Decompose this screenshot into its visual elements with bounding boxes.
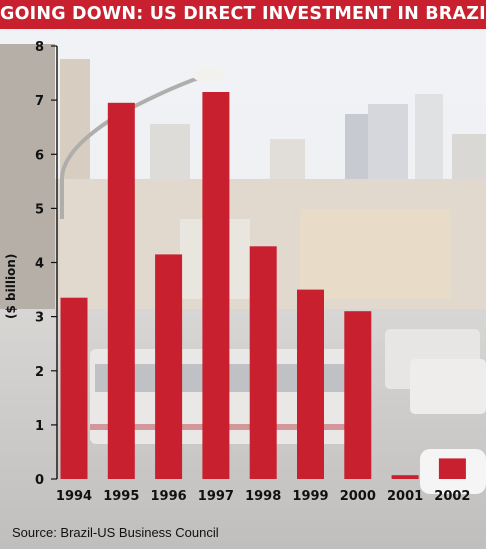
x-tick-label-1996: 1996 [151,489,187,504]
bar-1999 [297,289,324,479]
y-tick-label-8: 8 [35,40,44,55]
bar-1994 [60,297,88,479]
bar-2000 [344,311,372,479]
x-tick-labels: 1994 1995 1996 1997 1998 1999 2000 2001 2002 [56,489,471,504]
y-tick-labels: 0 1 2 3 4 5 6 7 8 [35,40,57,488]
y-tick-label-7: 7 [35,94,44,109]
y-tick-label-4: 4 [35,257,44,272]
bar-1995 [107,102,135,480]
y-tick-label-1: 1 [35,419,44,434]
y-tick-label-3: 3 [35,311,44,326]
x-tick-label-1998: 1998 [245,489,281,504]
bar-1996 [155,254,183,479]
bar-2002 [438,458,466,479]
bar-2001 [391,475,419,479]
y-tick-label-5: 5 [35,202,44,217]
bar-1998 [249,246,277,479]
bar-series [60,92,466,480]
x-tick-label-1995: 1995 [103,489,139,504]
x-tick-label-2000: 2000 [340,489,376,504]
source-note: Source: Brazil-US Business Council [12,525,219,540]
chart-area: ($ billion) 1994 1995 1996 1997 1998 1999 2000… [0,29,486,549]
x-tick-label-2001: 2001 [387,489,423,504]
bar-1997 [202,92,230,479]
y-tick-label-6: 6 [35,148,44,163]
x-tick-label-1994: 1994 [56,489,92,504]
y-axis-label: ($ billion) [4,254,18,319]
chart-title: GOING DOWN: US DIRECT INVESTMENT IN BRAZ… [0,0,486,29]
y-tick-label-0: 0 [35,473,44,488]
x-tick-label-1997: 1997 [198,489,234,504]
x-tick-label-1999: 1999 [292,489,328,504]
x-tick-label-2002: 2002 [434,489,470,504]
y-tick-label-2: 2 [35,365,44,380]
